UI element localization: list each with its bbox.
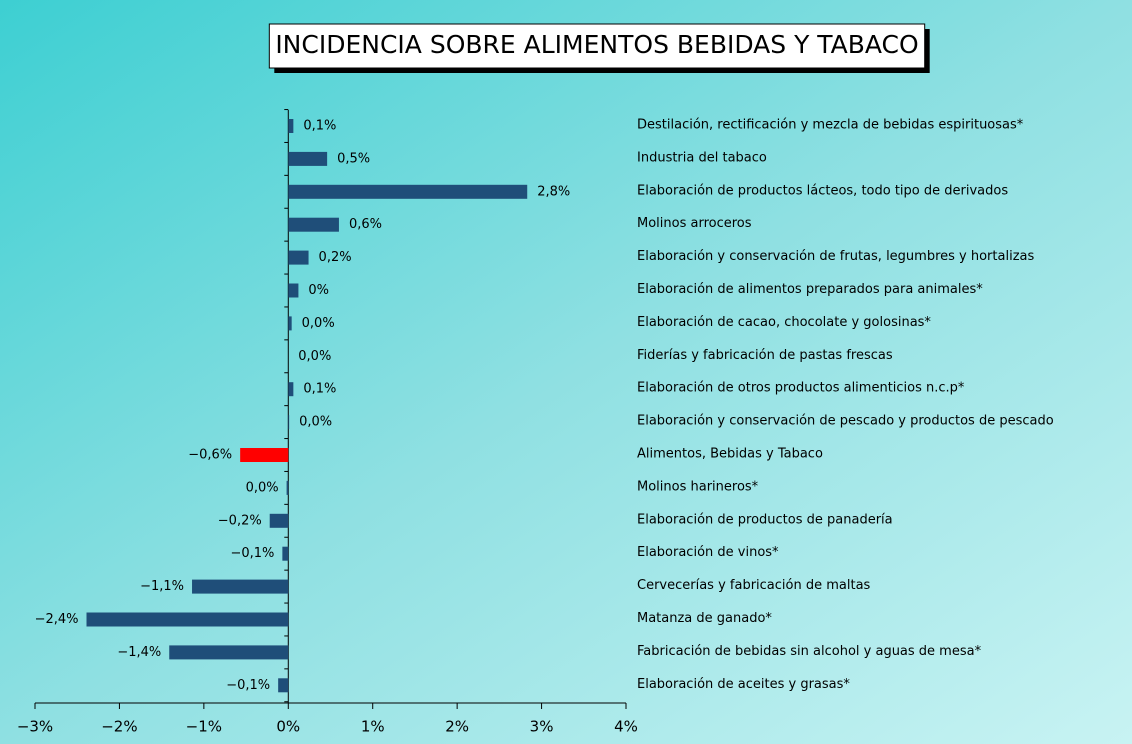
bar [288,382,294,397]
value-label: −2,4% [35,612,79,627]
bar [86,612,289,627]
category-label: Elaboración y conservación de pescado y … [637,414,1054,429]
bar [288,250,309,265]
value-label: 0,1% [303,382,336,397]
value-label: 0,0% [302,316,335,331]
bar [192,579,289,594]
value-label: −0,1% [226,678,270,693]
category-label: Fabricación de bebidas sin alcohol y agu… [637,644,982,659]
bar [288,151,328,166]
bar [282,546,289,561]
x-tick-label: 4% [614,718,638,736]
category-label: Elaboración de productos lácteos, todo t… [637,183,1008,198]
category-label: Elaboración y conservación de frutas, le… [637,249,1034,264]
value-label: −1,1% [140,579,184,594]
category-label: Elaboración de alimentos preparados para… [637,282,983,297]
value-label: 0,5% [337,151,370,166]
category-label: Destilación, rectificación y mezcla de b… [637,118,1024,133]
value-label: 0,6% [349,217,382,232]
category-label: Elaboración de aceites y grasas* [637,677,850,692]
category-label: Cervecerías y fabricación de maltas [637,578,871,593]
category-label: Elaboración de productos de panadería [637,512,893,527]
category-label: Matanza de ganado* [637,611,772,626]
bar [269,513,289,528]
bar [288,283,299,298]
bar [288,415,290,430]
category-label: Fiderías y fabricación de pastas frescas [637,348,893,363]
bar [240,448,289,462]
category-label: Elaboración de cacao, chocolate y golosi… [637,315,931,330]
value-label: −1,4% [117,645,161,660]
bar [169,645,289,660]
x-tick-label: 1% [361,718,385,736]
category-label: Industria del tabaco [637,150,767,165]
category-label: Alimentos, Bebidas y Tabaco [637,447,823,462]
value-label: 0,0% [299,415,332,430]
bar [288,119,294,133]
x-tick-label: 2% [445,718,469,736]
category-label: Elaboración de otros productos alimentic… [637,381,965,396]
value-label: 0% [308,283,329,298]
value-label: −0,6% [188,448,232,463]
value-label: 0,1% [303,119,336,134]
value-label: 2,8% [537,184,570,199]
value-label: −0,2% [218,513,262,528]
value-label: 0,0% [246,480,279,495]
x-tick-label: 0% [276,718,300,736]
bar [288,217,339,232]
category-label: Molinos arroceros [637,216,752,231]
bar [278,678,289,693]
title-box [268,23,926,69]
value-label: 0,0% [298,349,331,364]
chart-title: INCIDENCIA SOBRE ALIMENTOS BEBIDAS Y TAB… [275,30,918,59]
bar [288,184,528,199]
x-tick-label: −1% [186,718,222,736]
category-label: Elaboración de vinos* [637,545,779,560]
x-tick-label: 3% [530,718,554,736]
value-label: 0,2% [319,250,352,265]
x-tick-label: −3% [17,718,53,736]
value-label: −0,1% [230,546,274,561]
bar [288,316,292,331]
x-tick-label: −2% [101,718,137,736]
bar [286,480,289,495]
category-label: Molinos harineros* [637,479,759,494]
